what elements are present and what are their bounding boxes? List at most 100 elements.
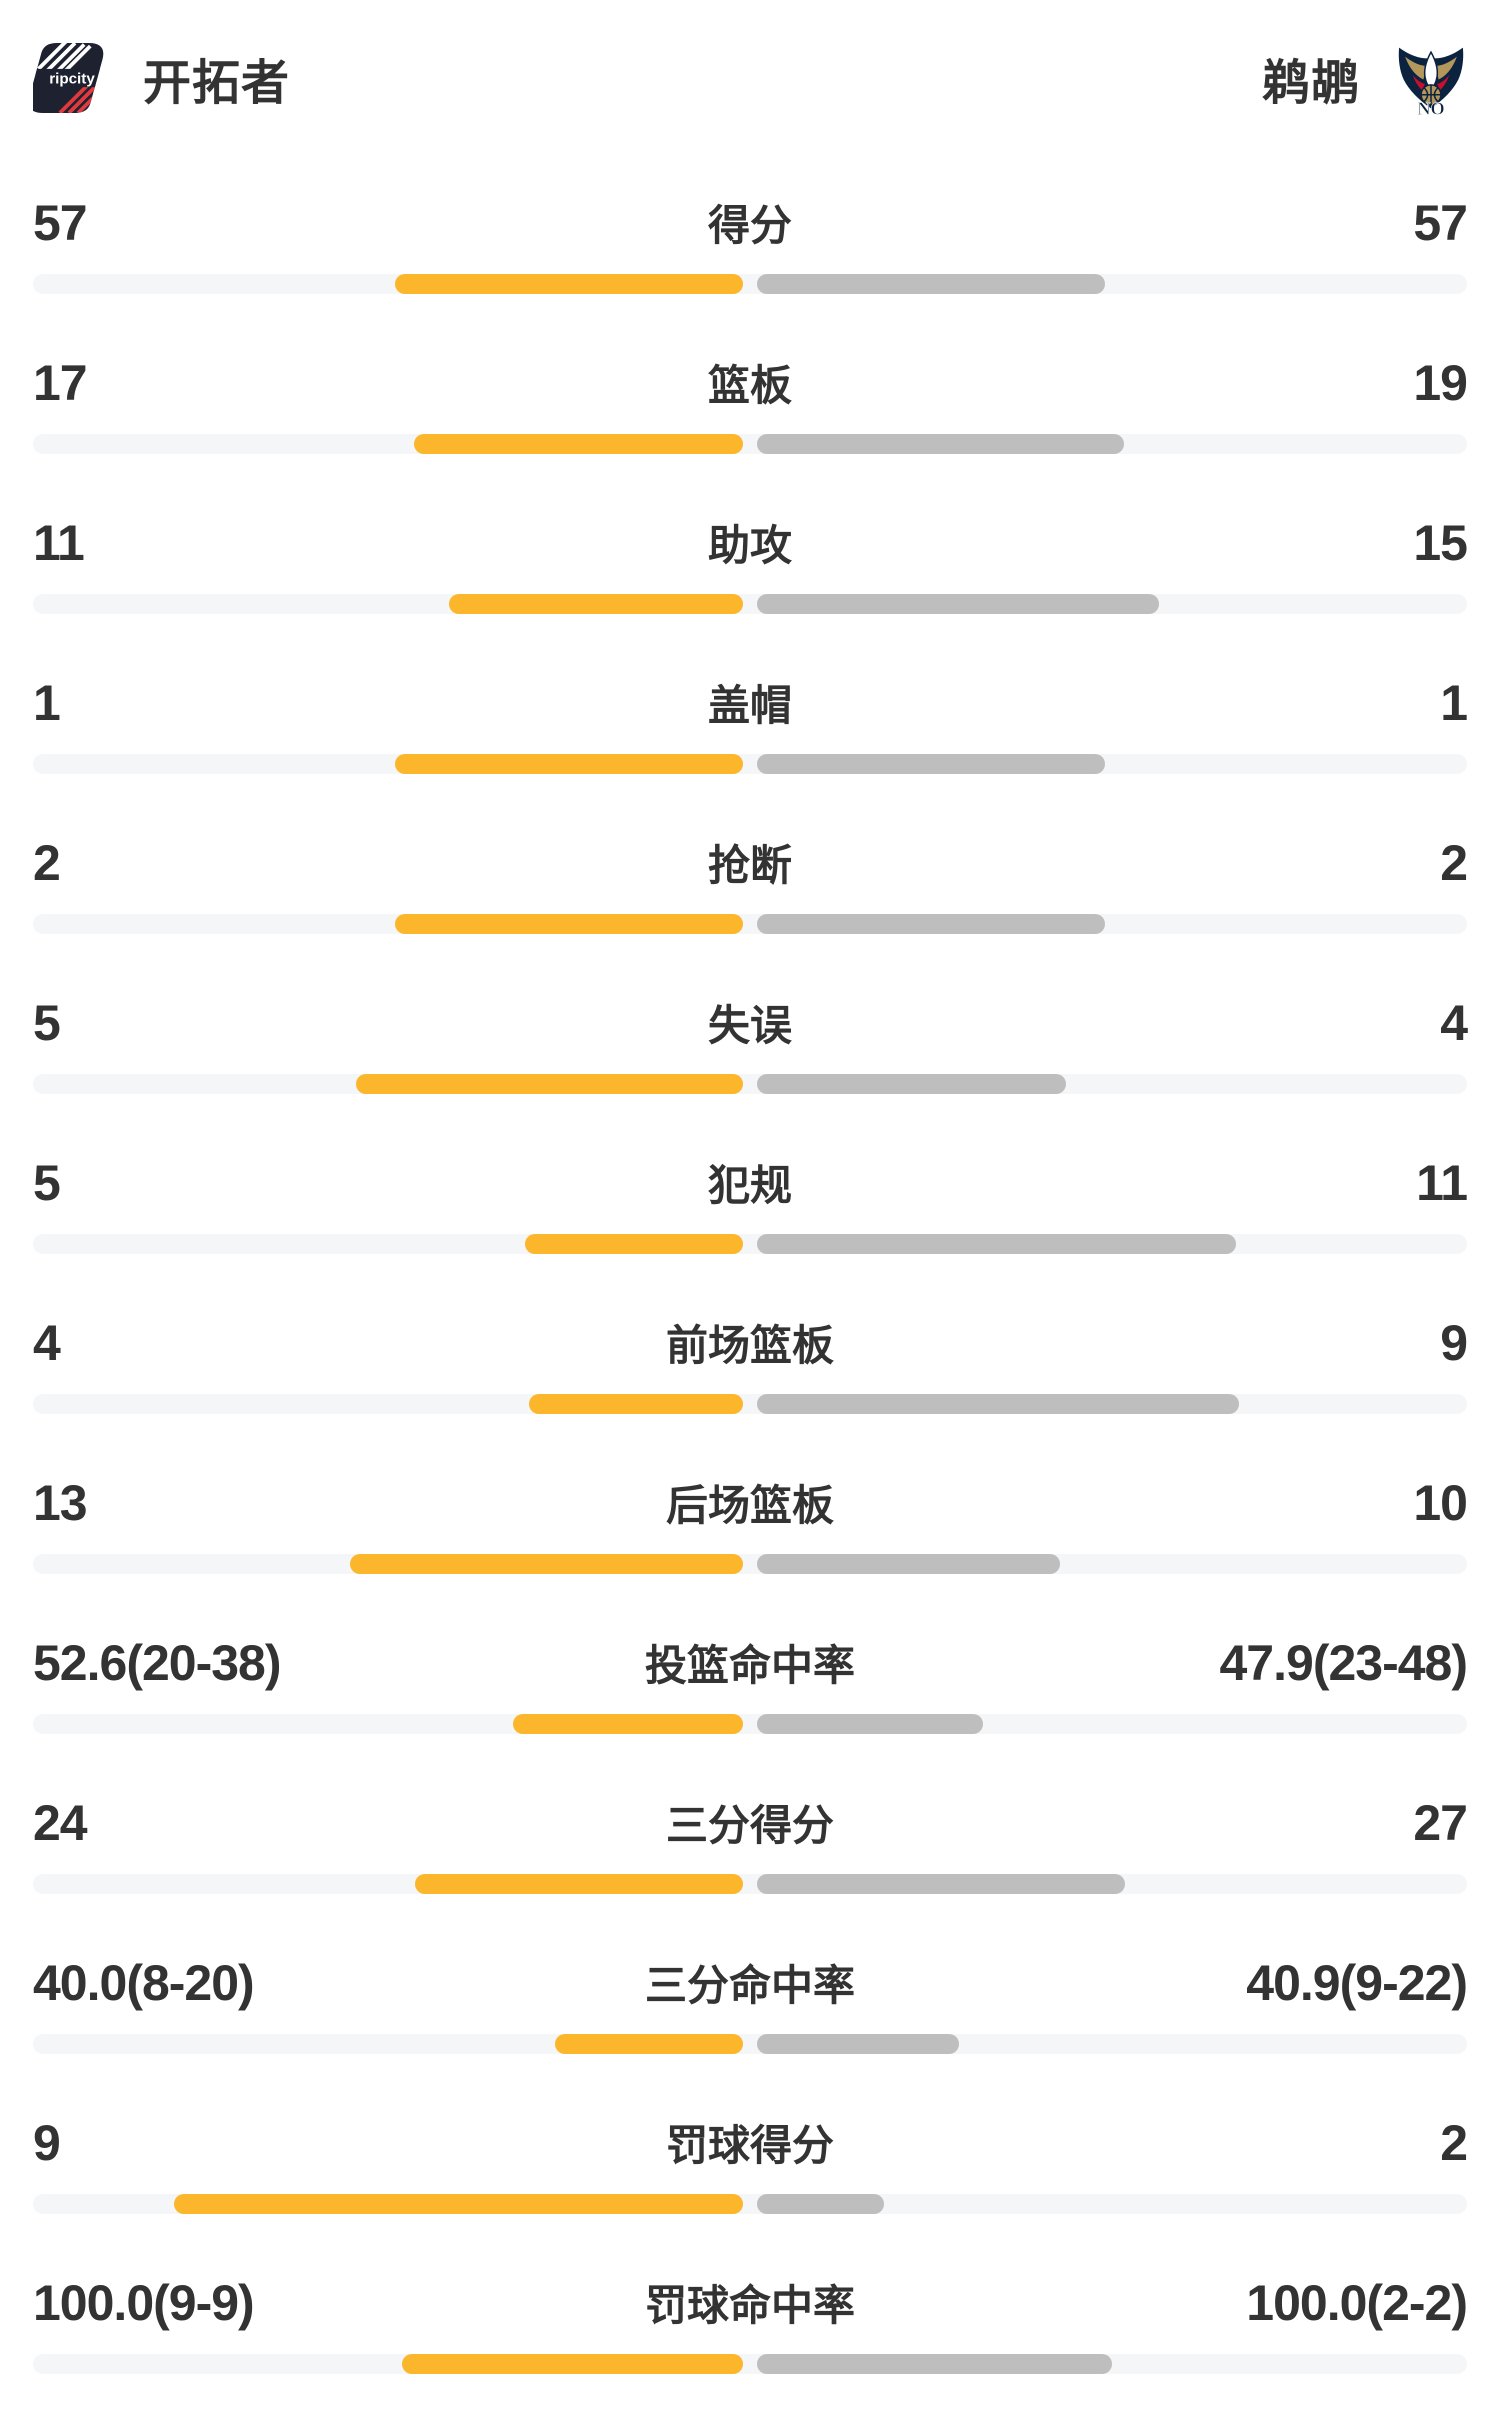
home-bar (174, 2194, 743, 2214)
home-team-name: 开拓者 (143, 57, 291, 110)
stat-bar-track (33, 1394, 1467, 1414)
stat-row: 1 盖帽 1 (33, 650, 1468, 810)
stat-bar-track (33, 1874, 1467, 1894)
stat-bar-track (33, 434, 1467, 454)
stat-label: 抢断 (707, 841, 792, 889)
stat-row: 4 前场篮板 9 (33, 1290, 1468, 1450)
home-bar (555, 2034, 743, 2054)
stat-row: 13 后场篮板 10 (33, 1450, 1468, 1610)
home-bar (350, 1554, 743, 1574)
stat-row: 24 三分得分 27 (33, 1770, 1468, 1930)
pelicans-no-logo-icon: NO (1392, 40, 1470, 116)
stat-row: 57 得分 57 (33, 170, 1468, 330)
stat-row: 11 助攻 15 (33, 490, 1468, 650)
stat-values-line: 9 罚球得分 2 (33, 2090, 1468, 2171)
stat-label: 投篮命中率 (644, 1641, 855, 1689)
away-value: 47.9(23-48) (1219, 1635, 1468, 1691)
stat-label: 助攻 (707, 521, 792, 569)
home-value: 17 (33, 355, 88, 411)
stat-bar-track (33, 2354, 1467, 2374)
home-bar (449, 594, 743, 614)
away-value: 40.9(9-22) (1246, 1955, 1468, 2011)
stat-row: 17 篮板 19 (33, 330, 1468, 490)
away-value: 2 (1440, 2115, 1468, 2171)
home-value: 13 (33, 1475, 88, 1531)
away-bar (757, 1874, 1125, 1894)
away-bar (757, 1234, 1236, 1254)
home-bar (402, 2354, 743, 2374)
home-value: 100.0(9-9) (33, 2275, 255, 2331)
away-value: 57 (1413, 195, 1468, 251)
stat-values-line: 52.6(20-38) 投篮命中率 47.9(23-48) (33, 1610, 1468, 1691)
stat-bar-track (33, 1554, 1467, 1574)
stat-bar-track (33, 594, 1467, 614)
stat-values-line: 17 篮板 19 (33, 330, 1468, 411)
away-value: 19 (1413, 355, 1468, 411)
home-value: 52.6(20-38) (33, 1635, 281, 1691)
stat-row: 52.6(20-38) 投篮命中率 47.9(23-48) (33, 1610, 1468, 1770)
stat-bar-track (33, 1234, 1467, 1254)
stat-row: 5 犯规 11 (33, 1130, 1468, 1290)
away-bar (757, 1074, 1066, 1094)
home-bar (415, 1874, 743, 1894)
stat-label: 犯规 (707, 1161, 792, 1209)
home-bar (395, 914, 743, 934)
stat-label: 罚球命中率 (644, 2281, 855, 2329)
away-team-name: 鹈鹕 (1261, 57, 1360, 110)
away-bar (757, 2354, 1112, 2374)
away-value: 9 (1440, 1315, 1468, 1371)
away-value: 27 (1413, 1795, 1468, 1851)
home-value: 5 (33, 1155, 61, 1211)
home-value: 57 (33, 195, 88, 251)
home-value: 9 (33, 2115, 61, 2171)
teams-header: ripcity 开拓者 鹈鹕 NO (0, 0, 1500, 120)
away-value: 1 (1440, 675, 1468, 731)
stat-label: 篮板 (707, 361, 792, 409)
stat-bar-track (33, 1714, 1467, 1734)
stat-label: 前场篮板 (665, 1321, 834, 1369)
home-value: 1 (33, 675, 61, 731)
stat-row: 9 罚球得分 2 (33, 2090, 1468, 2250)
home-bar (525, 1234, 743, 1254)
home-bar (395, 274, 743, 294)
stat-values-line: 24 三分得分 27 (33, 1770, 1468, 1851)
stat-row: 100.0(9-9) 罚球命中率 100.0(2-2) (33, 2250, 1468, 2410)
away-bar (757, 1714, 983, 1734)
stat-bar-track (33, 2194, 1467, 2214)
away-bar (757, 434, 1124, 454)
stat-values-line: 5 失误 4 (33, 970, 1468, 1051)
stat-values-line: 100.0(9-9) 罚球命中率 100.0(2-2) (33, 2250, 1468, 2331)
stat-values-line: 40.0(8-20) 三分命中率 40.9(9-22) (33, 1930, 1468, 2011)
stat-values-line: 13 后场篮板 10 (33, 1450, 1468, 1531)
home-value: 24 (33, 1795, 88, 1851)
stat-values-line: 2 抢断 2 (33, 810, 1468, 891)
stat-bar-track (33, 274, 1467, 294)
home-bar (529, 1394, 743, 1414)
home-value: 40.0(8-20) (33, 1955, 255, 2011)
stats-rows: 57 得分 57 17 篮板 19 11 助攻 (0, 170, 1500, 2410)
away-bar (757, 914, 1105, 934)
stat-values-line: 1 盖帽 1 (33, 650, 1468, 731)
stat-label: 盖帽 (707, 681, 792, 729)
home-value: 11 (33, 515, 85, 571)
stat-values-line: 11 助攻 15 (33, 490, 1468, 571)
stat-row: 40.0(8-20) 三分命中率 40.9(9-22) (33, 1930, 1468, 2090)
home-bar (395, 754, 743, 774)
stat-bar-track (33, 914, 1467, 934)
away-bar (757, 754, 1105, 774)
home-team[interactable]: ripcity 开拓者 (33, 40, 290, 116)
away-value: 100.0(2-2) (1246, 2275, 1468, 2331)
away-value: 2 (1440, 835, 1468, 891)
blazers-ripcity-logo-icon: ripcity (33, 40, 111, 116)
stat-values-line: 5 犯规 11 (33, 1130, 1468, 1211)
stat-label: 三分命中率 (644, 1961, 855, 2009)
away-team[interactable]: 鹈鹕 NO (1262, 40, 1470, 116)
stat-label: 罚球得分 (665, 2121, 834, 2169)
stat-label: 三分得分 (665, 1801, 834, 1849)
stat-bar-track (33, 754, 1467, 774)
away-bar (757, 1554, 1060, 1574)
away-value: 4 (1440, 995, 1468, 1051)
svg-text:ripcity: ripcity (49, 70, 95, 87)
stat-label: 失误 (707, 1001, 792, 1049)
stat-row: 2 抢断 2 (33, 810, 1468, 970)
